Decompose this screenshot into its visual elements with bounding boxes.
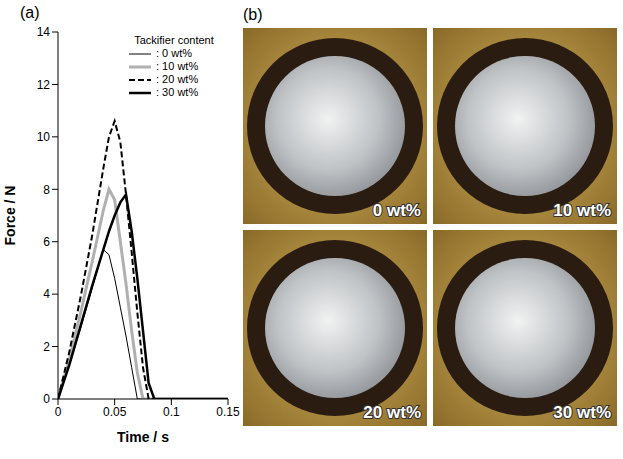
svg-text:30 wt%: 30 wt%	[553, 403, 611, 422]
svg-text:0.1: 0.1	[163, 405, 180, 419]
svg-text:10 wt%: 10 wt%	[553, 201, 611, 220]
svg-text:20 wt%: 20 wt%	[363, 403, 421, 422]
svg-text:2: 2	[43, 340, 50, 354]
svg-text:Force / N: Force / N	[2, 186, 18, 246]
svg-text:0 wt%: 0 wt%	[373, 201, 421, 220]
svg-text:0: 0	[55, 405, 62, 419]
svg-text:Time / s: Time / s	[117, 429, 169, 445]
html-text:: 20 wt%: : 20 wt%	[156, 73, 199, 85]
html-text:: 30 wt%: : 30 wt%	[156, 86, 199, 98]
svg-text:0.15: 0.15	[216, 405, 240, 419]
html-text:: 10 wt%: : 10 wt%	[156, 60, 199, 72]
html-text:(b): (b)	[243, 6, 263, 23]
html-text:Tackifier content: Tackifier content	[134, 34, 214, 46]
svg-text:0: 0	[43, 392, 50, 406]
svg-text:10: 10	[37, 130, 51, 144]
svg-text:8: 8	[43, 183, 50, 197]
html-text:(a): (a)	[20, 4, 40, 21]
svg-text:14: 14	[37, 25, 51, 39]
svg-text:12: 12	[37, 78, 51, 92]
svg-text:4: 4	[43, 287, 50, 301]
svg-text:6: 6	[43, 235, 50, 249]
html-text:: 0 wt%: : 0 wt%	[156, 47, 193, 59]
svg-text:0.05: 0.05	[103, 405, 127, 419]
